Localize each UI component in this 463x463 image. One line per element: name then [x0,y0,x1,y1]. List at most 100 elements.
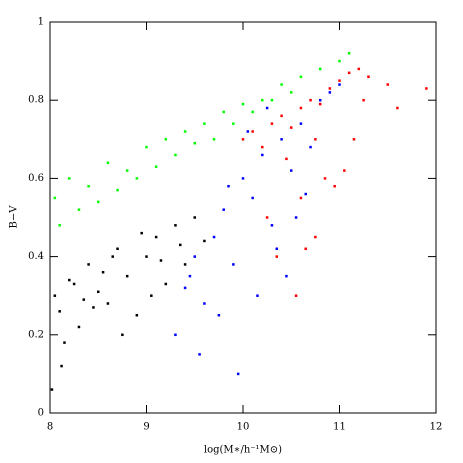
data-point [159,259,163,262]
data-point [338,83,341,86]
x-tick-label: 8 [47,422,53,433]
data-point [58,310,61,313]
data-point [174,333,177,337]
data-point [265,106,269,110]
data-point [60,364,63,368]
data-point [58,224,61,227]
data-point [299,196,303,200]
data-point [280,114,283,118]
data-point [116,247,119,251]
data-point [222,110,225,114]
data-point [347,52,351,55]
data-point [145,145,148,149]
data-point [198,353,201,356]
data-point [299,106,303,110]
data-point [68,177,71,180]
data-point [97,290,100,294]
y-tick-label: 1 [38,17,44,28]
data-point [386,83,389,86]
data-point [227,184,230,188]
data-point [290,126,293,129]
data-point [280,83,283,86]
data-point [251,130,254,133]
data-point [299,75,303,78]
y-tick-label: 0.8 [28,95,44,106]
data-point [72,282,76,286]
data-point [53,294,57,297]
data-point [174,224,177,227]
data-point [154,235,158,239]
data-point [333,184,336,188]
x-tick-label: 12 [430,422,443,433]
data-point [53,196,57,200]
data-point [425,87,428,90]
y-tick-label: 0.4 [28,251,44,262]
x-tick-label: 11 [333,422,346,433]
data-point [145,255,148,258]
data-point [193,255,196,258]
data-point [275,255,279,258]
data-point [318,102,322,106]
data-point [241,177,245,180]
data-point [92,306,95,309]
data-point [101,270,105,274]
data-point [261,98,264,102]
y-tick-label: 0.6 [28,173,44,184]
y-tick-label: 0 [38,408,44,419]
data-point [135,177,139,180]
data-point [154,165,158,168]
data-point [318,98,322,102]
data-point [150,294,153,297]
data-point [183,263,187,266]
data-point [261,145,264,149]
data-point [121,333,124,337]
data-point [183,286,187,290]
data-point [246,130,250,133]
data-point [135,314,139,317]
data-point [212,138,216,141]
data-point [188,274,192,278]
data-point [328,87,332,90]
data-point [265,216,269,219]
data-point [314,138,317,141]
data-point [140,231,143,235]
data-point [294,216,298,219]
y-tick-label: 0.2 [28,329,44,340]
x-tick-label: 9 [143,422,149,433]
data-point [251,196,254,200]
data-point [270,224,274,227]
data-point [241,102,245,106]
data-point [270,98,274,102]
data-point [323,177,327,180]
data-point [343,169,346,172]
data-point [97,200,100,204]
data-point [217,314,221,317]
data-point [164,282,168,286]
data-point [338,59,341,63]
data-point [328,91,332,94]
data-point [106,302,110,305]
data-point [396,106,399,110]
data-point [87,184,90,188]
data-point [87,263,90,266]
data-point [212,235,216,239]
data-point [357,67,361,71]
data-point [304,247,307,251]
data-point [222,208,225,211]
data-point [294,294,298,297]
data-point [77,325,81,329]
data-point [362,98,365,102]
data-point [241,138,245,141]
data-point [236,372,240,376]
data-point [256,294,259,297]
data-point [285,157,288,161]
plot-frame [49,21,437,414]
data-point [270,122,274,125]
data-point [116,188,119,192]
data-point [125,274,129,278]
y-axis-label: B−V [9,205,20,229]
data-point [232,263,235,266]
data-point [275,247,279,251]
data-point [203,239,206,243]
